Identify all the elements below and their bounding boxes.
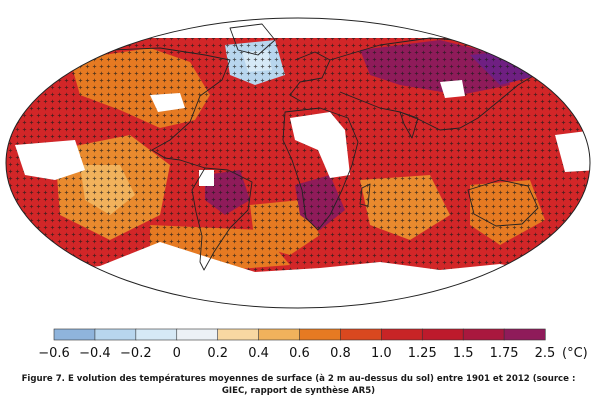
colorbar-swatch: [94, 328, 137, 341]
colorbar-swatch: [176, 328, 219, 341]
colorbar-tick-label: −0.4: [79, 346, 111, 361]
globe-outline: [5, 17, 591, 309]
colorbar-swatch: [135, 328, 178, 341]
world-temperature-map: [5, 17, 591, 309]
colorbar-tick-label: 0.6: [289, 346, 310, 361]
colorbar-unit-label: (°C): [562, 346, 588, 361]
colorbar-swatch: [381, 328, 423, 341]
colorbar-swatches: [53, 328, 546, 341]
coastline-greenland: [229, 23, 276, 56]
colorbar-tick-label: 1.25: [408, 346, 437, 361]
colorbar-tick-label: 1.75: [490, 346, 519, 361]
no-data-amazon: [199, 170, 214, 186]
coastline-africa: [282, 107, 359, 231]
colorbar-swatch: [421, 328, 464, 341]
colorbar-tick-label: 0.4: [248, 346, 269, 361]
colorbar-swatch: [258, 328, 301, 341]
figure-caption-line-1: Figure 7. E volution des températures mo…: [21, 374, 576, 384]
no-data-central-asia: [440, 80, 465, 98]
colorbar-tick-label: 1.5: [453, 346, 474, 361]
no-data-pacific-east: [15, 140, 85, 180]
coastline-australia: [467, 179, 539, 227]
colorbar-tick-label: 1.0: [371, 346, 392, 361]
colorbar-swatch: [299, 328, 342, 341]
colorbar-swatch: [340, 328, 382, 341]
colorbar-tick-label: 0.2: [207, 346, 228, 361]
colorbar-swatch: [217, 328, 260, 341]
coastline-south-america: [191, 167, 253, 271]
coastline-europe: [289, 51, 331, 103]
coastline-india: [399, 111, 419, 139]
colorbar-swatch: [462, 328, 505, 341]
colorbar-swatch: [503, 328, 546, 341]
colorbar-tick-label: −0.2: [120, 346, 152, 361]
coastline-north-america: [64, 47, 231, 169]
colorbar-tick-label: 0: [173, 346, 181, 361]
colorbar-tick-label: −0.6: [38, 346, 70, 361]
colorbar-swatch: [53, 328, 96, 341]
colorbar-tick-label: 2.5: [535, 346, 556, 361]
significance-stippling: [6, 18, 590, 308]
colorbar-tick-labels: −0.6 −0.4 −0.2 0 0.2 0.4 0.6 0.8 1.0 1.25 1.5 1.75 2…: [38, 346, 555, 361]
no-data-greenland-gap: [150, 93, 185, 112]
coastline-madagascar: [359, 183, 371, 207]
colorbar-tick-label: 0.8: [330, 346, 351, 361]
colorbar-legend: −0.6 −0.4 −0.2 0 0.2 0.4 0.6 0.8 1.0 1.25 1.5 1.75 2…: [38, 328, 588, 361]
figure-caption-line-2: GIEC, rapport de synthèse AR5): [221, 386, 376, 396]
no-data-antarctica: [6, 242, 590, 308]
no-data-north-africa: [290, 112, 350, 178]
